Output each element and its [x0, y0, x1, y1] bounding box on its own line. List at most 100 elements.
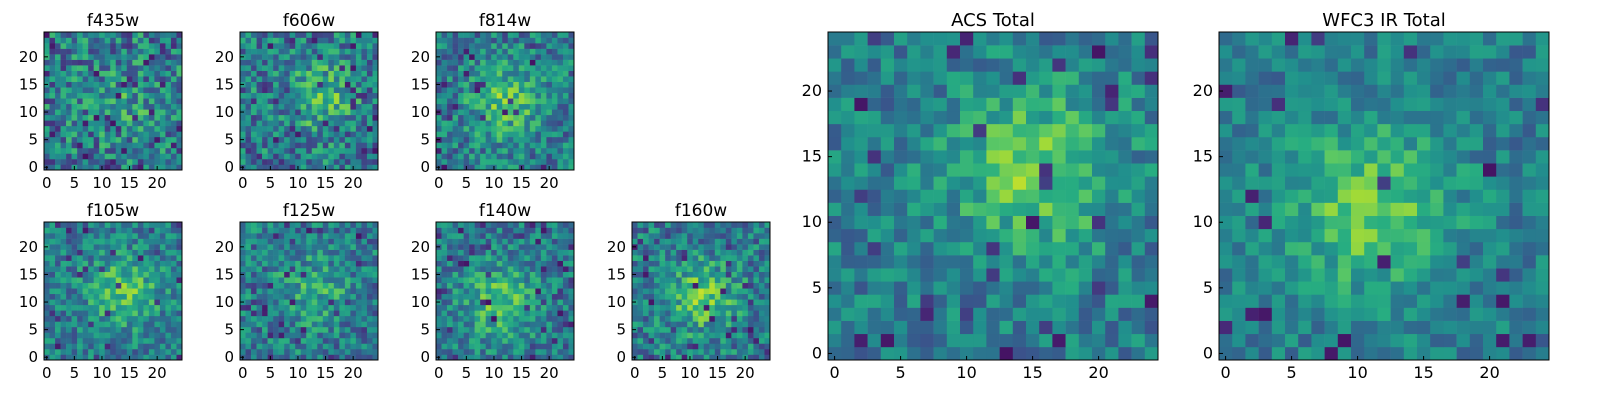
heatmap-cell: [540, 103, 547, 110]
heatmap-cell: [289, 227, 296, 234]
heatmap-cell: [355, 304, 362, 311]
heatmap-cell: [165, 87, 172, 94]
heatmap-cell: [474, 233, 481, 239]
heatmap-cell: [154, 48, 161, 55]
heatmap-cell: [306, 249, 313, 256]
heatmap-cell: [463, 92, 470, 99]
heatmap-cell: [518, 43, 525, 49]
heatmap-cell: [742, 343, 749, 350]
heatmap-cell: [557, 131, 564, 138]
heatmap-cell: [1052, 241, 1066, 256]
heatmap-cell: [681, 337, 688, 344]
heatmap-cell: [170, 337, 177, 344]
heatmap-cell: [104, 293, 111, 300]
heatmap-cell: [60, 37, 67, 44]
heatmap-cell: [828, 163, 842, 177]
heatmap-cell: [366, 131, 373, 138]
heatmap-cell: [137, 227, 144, 234]
heatmap-cell: [115, 348, 122, 355]
heatmap-cell: [344, 227, 351, 234]
heatmap-cell: [933, 307, 948, 321]
heatmap-cell: [104, 109, 111, 116]
heatmap-cell: [240, 332, 246, 339]
heatmap-cell: [474, 158, 481, 165]
heatmap-cell: [1105, 241, 1119, 256]
heatmap-cell: [273, 233, 279, 239]
heatmap-cell: [568, 233, 575, 239]
x-tick-label: 20: [736, 364, 755, 382]
heatmap-cell: [176, 288, 183, 295]
heatmap-cell: [317, 321, 324, 328]
heatmap-cell: [284, 98, 290, 105]
heatmap-cell: [540, 76, 547, 82]
heatmap-cell: [681, 233, 688, 239]
heatmap-cell: [485, 65, 492, 71]
heatmap-cell: [322, 87, 329, 94]
heatmap-cell: [49, 222, 56, 228]
heatmap-cell: [480, 310, 486, 317]
heatmap-cell: [121, 288, 128, 295]
heatmap-cell: [513, 260, 520, 267]
heatmap-cell: [44, 98, 50, 105]
heatmap-cell: [648, 315, 655, 322]
heatmap-cell: [55, 158, 61, 165]
heatmap-cell: [535, 37, 542, 44]
heatmap-cell: [143, 266, 150, 272]
heatmap-cell: [55, 227, 61, 234]
heatmap-cell: [698, 332, 705, 339]
heatmap-cell: [960, 268, 974, 282]
heatmap-cell: [502, 277, 509, 284]
heatmap-cell: [99, 70, 106, 77]
heatmap-cell: [452, 136, 459, 143]
heatmap-cell: [502, 153, 509, 160]
heatmap-cell: [289, 282, 296, 289]
heatmap-cell: [507, 288, 514, 295]
heatmap-cell: [458, 255, 464, 261]
heatmap-cell: [344, 222, 351, 228]
heatmap-cell: [300, 131, 307, 138]
heatmap-cell: [676, 348, 682, 355]
heatmap-cell: [115, 343, 122, 350]
heatmap-cell: [747, 238, 754, 245]
heatmap-cell: [245, 109, 252, 116]
heatmap-cell: [361, 109, 368, 116]
heatmap-cell: [148, 153, 155, 160]
heatmap-cell: [71, 76, 78, 82]
heatmap-cell: [1065, 215, 1080, 230]
heatmap-cell: [300, 98, 307, 105]
heatmap-cell: [535, 227, 542, 234]
heatmap-cell: [480, 147, 486, 154]
heatmap-cell: [372, 222, 379, 228]
heatmap-cell: [463, 136, 470, 143]
heatmap-cell: [1078, 189, 1093, 203]
heatmap-cell: [251, 255, 257, 261]
heatmap-cell: [867, 176, 882, 190]
heatmap-cell: [452, 48, 459, 55]
heatmap-cell: [159, 233, 166, 239]
heatmap-cell: [725, 321, 732, 328]
y-tick-label: 5: [616, 321, 626, 339]
heatmap-cell: [720, 288, 727, 295]
heatmap-cell: [518, 37, 525, 44]
heatmap-cell: [999, 163, 1014, 177]
heatmap-cell: [736, 282, 743, 289]
heatmap-cell: [132, 114, 139, 121]
heatmap-cell: [350, 147, 357, 154]
heatmap-cell: [262, 37, 268, 44]
heatmap-cell: [110, 249, 117, 256]
heatmap-cell: [49, 98, 56, 105]
heatmap-cell: [240, 76, 246, 82]
heatmap-cell: [441, 32, 448, 38]
heatmap-cell: [328, 76, 335, 82]
heatmap-cell: [480, 326, 486, 333]
heatmap-cell: [344, 326, 351, 333]
heatmap-cell: [165, 332, 172, 339]
heatmap-cell: [317, 299, 324, 306]
heatmap-cell: [339, 288, 346, 295]
heatmap-cell: [513, 299, 520, 306]
heatmap-cell: [491, 131, 498, 138]
heatmap-cell: [513, 227, 520, 234]
heatmap-cell: [137, 266, 144, 272]
heatmap-cell: [676, 266, 682, 272]
heatmap-cell: [502, 238, 509, 245]
